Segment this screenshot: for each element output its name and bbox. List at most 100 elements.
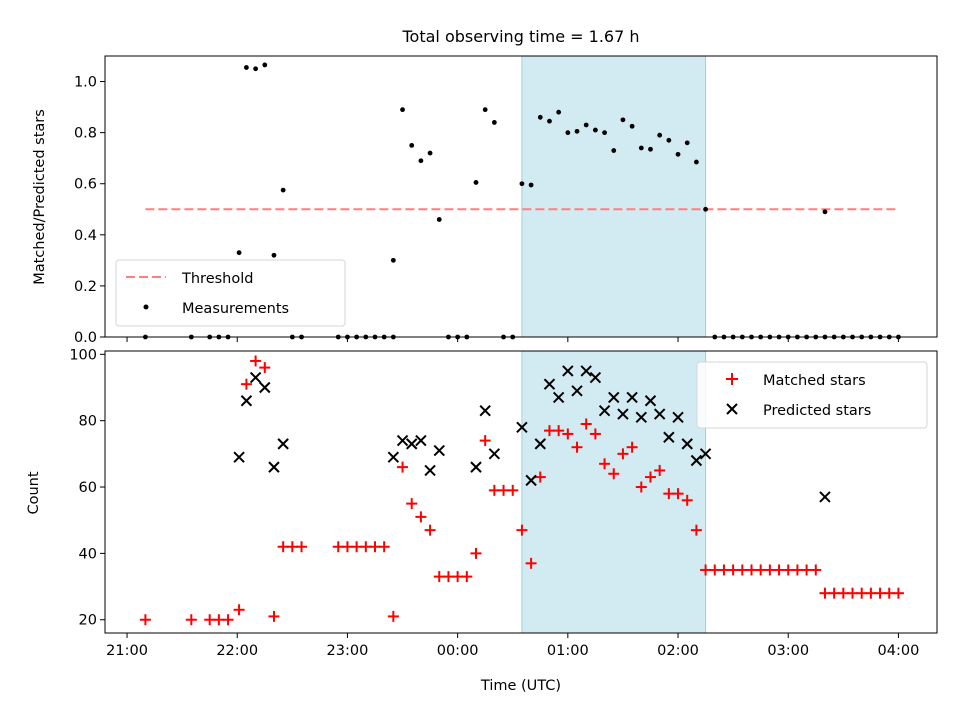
predicted-star-point [534,438,546,450]
matched-star-point [801,564,813,576]
measurement-point [482,107,488,113]
measurement-point [638,145,644,151]
measurement-point [620,117,626,123]
measurement-point [280,187,286,193]
matched-star-point [369,541,381,553]
matched-star-point [233,604,245,616]
matched-star-point [296,541,308,553]
observing-window-shade [521,55,707,338]
matched-star-point [892,587,904,599]
matched-star-point [700,564,712,576]
matched-star-point [791,564,803,576]
matched-star-point [837,587,849,599]
measurement-point [253,66,259,72]
matched-star-point [819,587,831,599]
predicted-star-point [424,464,436,477]
top-chart-title: Total observing time = 1.67 h [401,27,639,46]
measurement-point [602,130,607,136]
matched-star-point [433,571,445,583]
matched-star-point [856,587,868,599]
matched-star-point [553,425,565,437]
matched-star-point [259,362,271,374]
predicted-star-point [598,405,611,417]
top-plot-frame [104,55,938,338]
measurement-point [666,137,672,143]
predicted-star-point [479,405,491,417]
matched-star-point [883,587,895,599]
top-legend-box [115,259,346,327]
predicted-star-point [525,474,537,487]
matched-star-point [773,564,785,576]
matched-star-point [764,564,776,576]
measurement-point [684,140,690,146]
matched-star-point [534,471,546,483]
predicted-star-point [663,431,675,443]
bottom-legend-box [696,361,928,429]
y-tick-label: 0.0 [74,330,97,346]
x-tick-label: 21:00 [106,643,148,659]
y-tick-label: 100 [69,347,97,363]
predicted-star-point [240,395,253,407]
predicted-star-point [617,408,629,420]
matched-star-point [580,418,592,430]
matched-star-point [644,471,656,483]
predicted-star-point [488,448,501,460]
matched-star-point [277,541,289,553]
y-tick-label: 1.0 [74,75,97,91]
predicted-star-point [433,444,445,457]
top-y-axis-label: Matched/Predicted stars [32,109,48,285]
predicted-star-point [415,434,427,447]
legend-matched-swatch [726,373,738,385]
matched-star-point [608,468,620,480]
x-tick-label: 22:00 [216,643,258,659]
measurement-point [822,209,828,215]
matched-stars-points [139,355,904,626]
legend-measurements-swatch [143,304,149,310]
bottom-x-ticks: 21:00 22:00 23:00 00:00 01:00 02:00 03:00 04:00 [106,633,919,659]
predicted-star-point [690,454,703,467]
measurement-point [271,252,277,258]
top-legend: Threshold Measurements [115,259,346,327]
x-tick-label: 04:00 [878,643,920,659]
predicted-star-point [672,411,684,424]
matched-star-point [709,564,721,576]
measurement-point [547,118,552,124]
predicted-star-point [543,378,556,390]
y-tick-label: 80 [79,414,97,430]
predicted-star-point [516,421,528,434]
predicted-star-point [653,408,666,420]
matched-star-point [525,557,537,569]
predicted-star-point [699,448,712,460]
y-tick-label: 20 [79,613,97,629]
matched-star-point [139,614,151,626]
matched-star-point [268,610,280,622]
predicted-star-point [552,391,565,404]
matched-star-point [745,564,757,576]
x-tick-label: 23:00 [327,643,369,659]
measurement-point [648,146,653,152]
matched-star-point [424,524,436,536]
matched-star-point [736,564,748,576]
measurement-point [236,250,242,256]
matched-star-point [470,547,482,559]
matched-star-point [387,610,399,622]
predicted-star-point [589,371,602,384]
matched-star-point [360,541,372,553]
measurement-point [592,127,598,133]
predicted-star-point [233,451,245,463]
predicted-stars-points [233,365,831,503]
measurement-point [409,143,415,148]
measurement-point [244,65,249,70]
matched-star-point [782,564,794,576]
legend-measurements-label: Measurements [182,301,289,317]
measurement-point [537,114,543,120]
predicted-star-point [635,411,648,424]
y-tick-label: 0.4 [74,228,97,244]
predicted-star-point [580,365,592,377]
measurement-point [574,128,580,134]
matched-star-point [406,498,418,510]
measurement-point [491,120,497,125]
predicted-star-point [681,438,693,450]
predicted-star-point [608,391,620,404]
